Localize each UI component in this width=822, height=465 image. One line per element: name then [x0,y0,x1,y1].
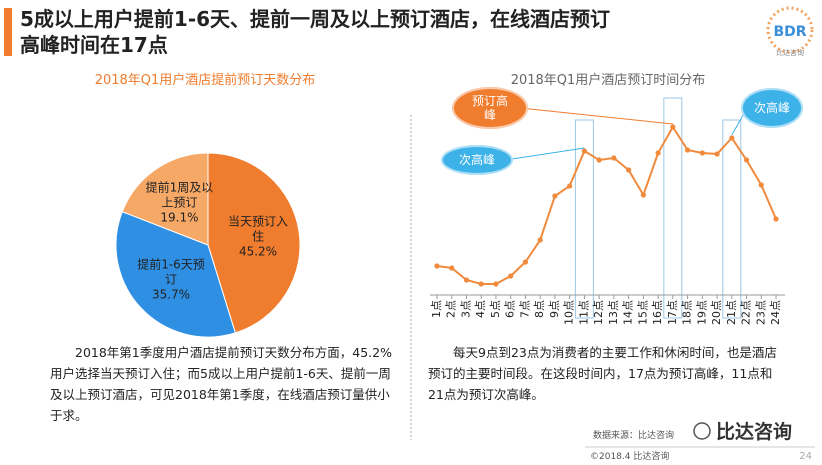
point [729,135,735,141]
point [567,183,573,189]
point [655,150,661,156]
x-tick-label: 11点 [577,300,590,325]
x-tick-label: 2点 [445,300,458,318]
x-tick-label: 7点 [518,300,531,318]
point [493,281,499,287]
point [537,237,543,243]
point [434,263,440,269]
point [684,147,691,153]
slice-value: 45.2% [238,244,278,259]
pie-slice [207,152,301,334]
slice-value: 35.7% [151,287,191,302]
point [743,157,750,163]
x-tick-label: 15点 [636,300,649,325]
watermark-bg [676,418,816,444]
logo-name: 比达咨询 [776,48,804,57]
point [714,151,720,157]
point [522,259,529,265]
callout: 次高峰 [441,145,513,175]
pie-slice [121,152,209,246]
x-tick-label: 23点 [754,300,767,325]
callout-pointer [505,147,585,161]
slice-label: 当天预订入住 45.2% [224,215,292,260]
x-tick-label: 6点 [504,300,517,318]
x-tick-label: 10点 [563,300,576,325]
x-tick-label: 17点 [666,300,679,325]
point [670,124,676,130]
x-tick-label: 4点 [474,300,487,318]
chart-title: 2018年Q1用户酒店预订时间分布 [511,72,706,88]
x-tick-label: 22点 [740,300,753,325]
x-tick-label: 16点 [651,300,664,325]
slice-value: 19.1% [160,210,199,225]
x-tick-label: 8点 [533,300,546,318]
slice-name: 提前1周及以上预订 [145,180,214,210]
slice-name: 提前1-6天预订 [137,257,205,287]
callout: 次高峰 [741,88,803,128]
x-tick-label: 14点 [622,300,635,325]
logo: BDR 比达咨询 [766,6,814,57]
point [463,277,470,283]
x-tick-label: 20点 [710,300,723,325]
page-number: 24 [799,451,812,462]
point [581,148,588,154]
title: 高峰时间在17点 [20,33,168,57]
x-tick-label: 24点 [769,300,782,325]
callout-pointer [520,107,673,125]
point [478,281,484,287]
caption: 每天9点到23点为消费者的主要工作和休闲时间，也是酒店预订的主要时间段。在这段时… [428,345,777,402]
x-tick-label: 19点 [695,300,708,325]
highlight-box [722,119,742,319]
point [699,150,705,156]
highlight-box [663,97,683,319]
watermark: 比达咨询 [716,420,792,443]
x-tick-label: 9点 [548,300,561,318]
point [626,167,632,173]
callout: 预订高峰 [452,87,528,129]
x-tick-label: 5点 [489,300,502,318]
highlight-box [574,119,594,319]
slice-name: 当天预订入住 [228,214,289,244]
x-tick-label: 12点 [592,300,605,325]
x-tick-label: 1点 [430,300,443,318]
x-tick-label: 18点 [681,300,694,325]
source: 数据来源：比达咨询（B [593,429,689,441]
title: 5成以上用户提前1-6天、提前一周及以上预订酒店，在线酒店预订 [20,7,610,31]
callout-text: 次高峰 [458,153,495,167]
x-tick-label: 3点 [459,300,472,318]
title-bar [4,8,12,56]
watermark-icon [693,422,711,440]
chart-title: 2018年Q1用户酒店提前预订天数分布 [95,72,316,88]
callout-text: 次高峰 [753,101,790,115]
logo-mark: BDR [773,24,806,40]
x-tick-label: 13点 [607,300,620,325]
copyright: ©2018.4 比达咨询 [590,450,669,462]
point [449,265,455,271]
pie-slice [115,211,236,338]
point [611,155,617,161]
caption: 2018年第1季度用户酒店提前预订天数分布方面，45.2%用户选择当天预订入住；… [50,345,392,423]
point [596,157,602,163]
point [508,273,514,279]
point [640,192,646,198]
point [552,193,558,199]
point [758,182,764,188]
point [773,216,779,222]
slice-label: 提前1-6天预订 35.7% [137,257,205,302]
x-tick-label: 21点 [725,300,738,325]
callout-text: 预订高峰 [471,94,508,122]
slice-label: 提前1周及以上预订 19.1% [145,180,214,226]
